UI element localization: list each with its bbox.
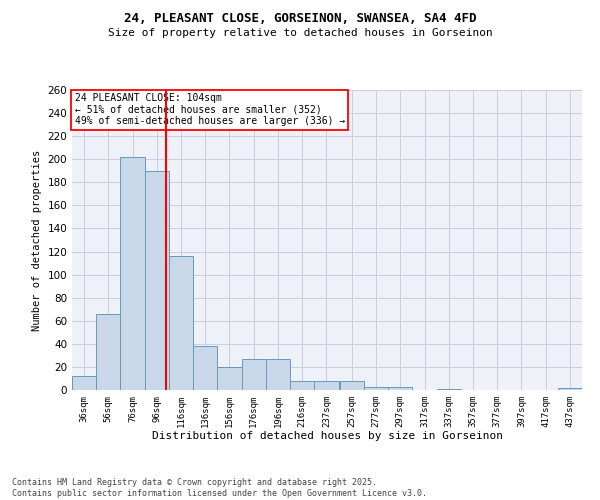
Bar: [364, 386, 388, 390]
Bar: [314, 381, 338, 390]
Bar: [217, 367, 242, 390]
Bar: [96, 314, 121, 390]
X-axis label: Distribution of detached houses by size in Gorseinon: Distribution of detached houses by size …: [151, 432, 503, 442]
Text: Contains HM Land Registry data © Crown copyright and database right 2025.
Contai: Contains HM Land Registry data © Crown c…: [12, 478, 427, 498]
Text: 24 PLEASANT CLOSE: 104sqm
← 51% of detached houses are smaller (352)
49% of semi: 24 PLEASANT CLOSE: 104sqm ← 51% of detac…: [74, 93, 345, 126]
Bar: [388, 386, 412, 390]
Bar: [266, 359, 290, 390]
Bar: [121, 157, 145, 390]
Bar: [558, 388, 582, 390]
Bar: [72, 376, 96, 390]
Text: 24, PLEASANT CLOSE, GORSEINON, SWANSEA, SA4 4FD: 24, PLEASANT CLOSE, GORSEINON, SWANSEA, …: [124, 12, 476, 26]
Y-axis label: Number of detached properties: Number of detached properties: [32, 150, 42, 330]
Bar: [169, 256, 193, 390]
Bar: [145, 171, 169, 390]
Text: Size of property relative to detached houses in Gorseinon: Size of property relative to detached ho…: [107, 28, 493, 38]
Bar: [193, 346, 217, 390]
Bar: [242, 359, 266, 390]
Bar: [340, 381, 364, 390]
Bar: [437, 389, 461, 390]
Bar: [290, 381, 314, 390]
